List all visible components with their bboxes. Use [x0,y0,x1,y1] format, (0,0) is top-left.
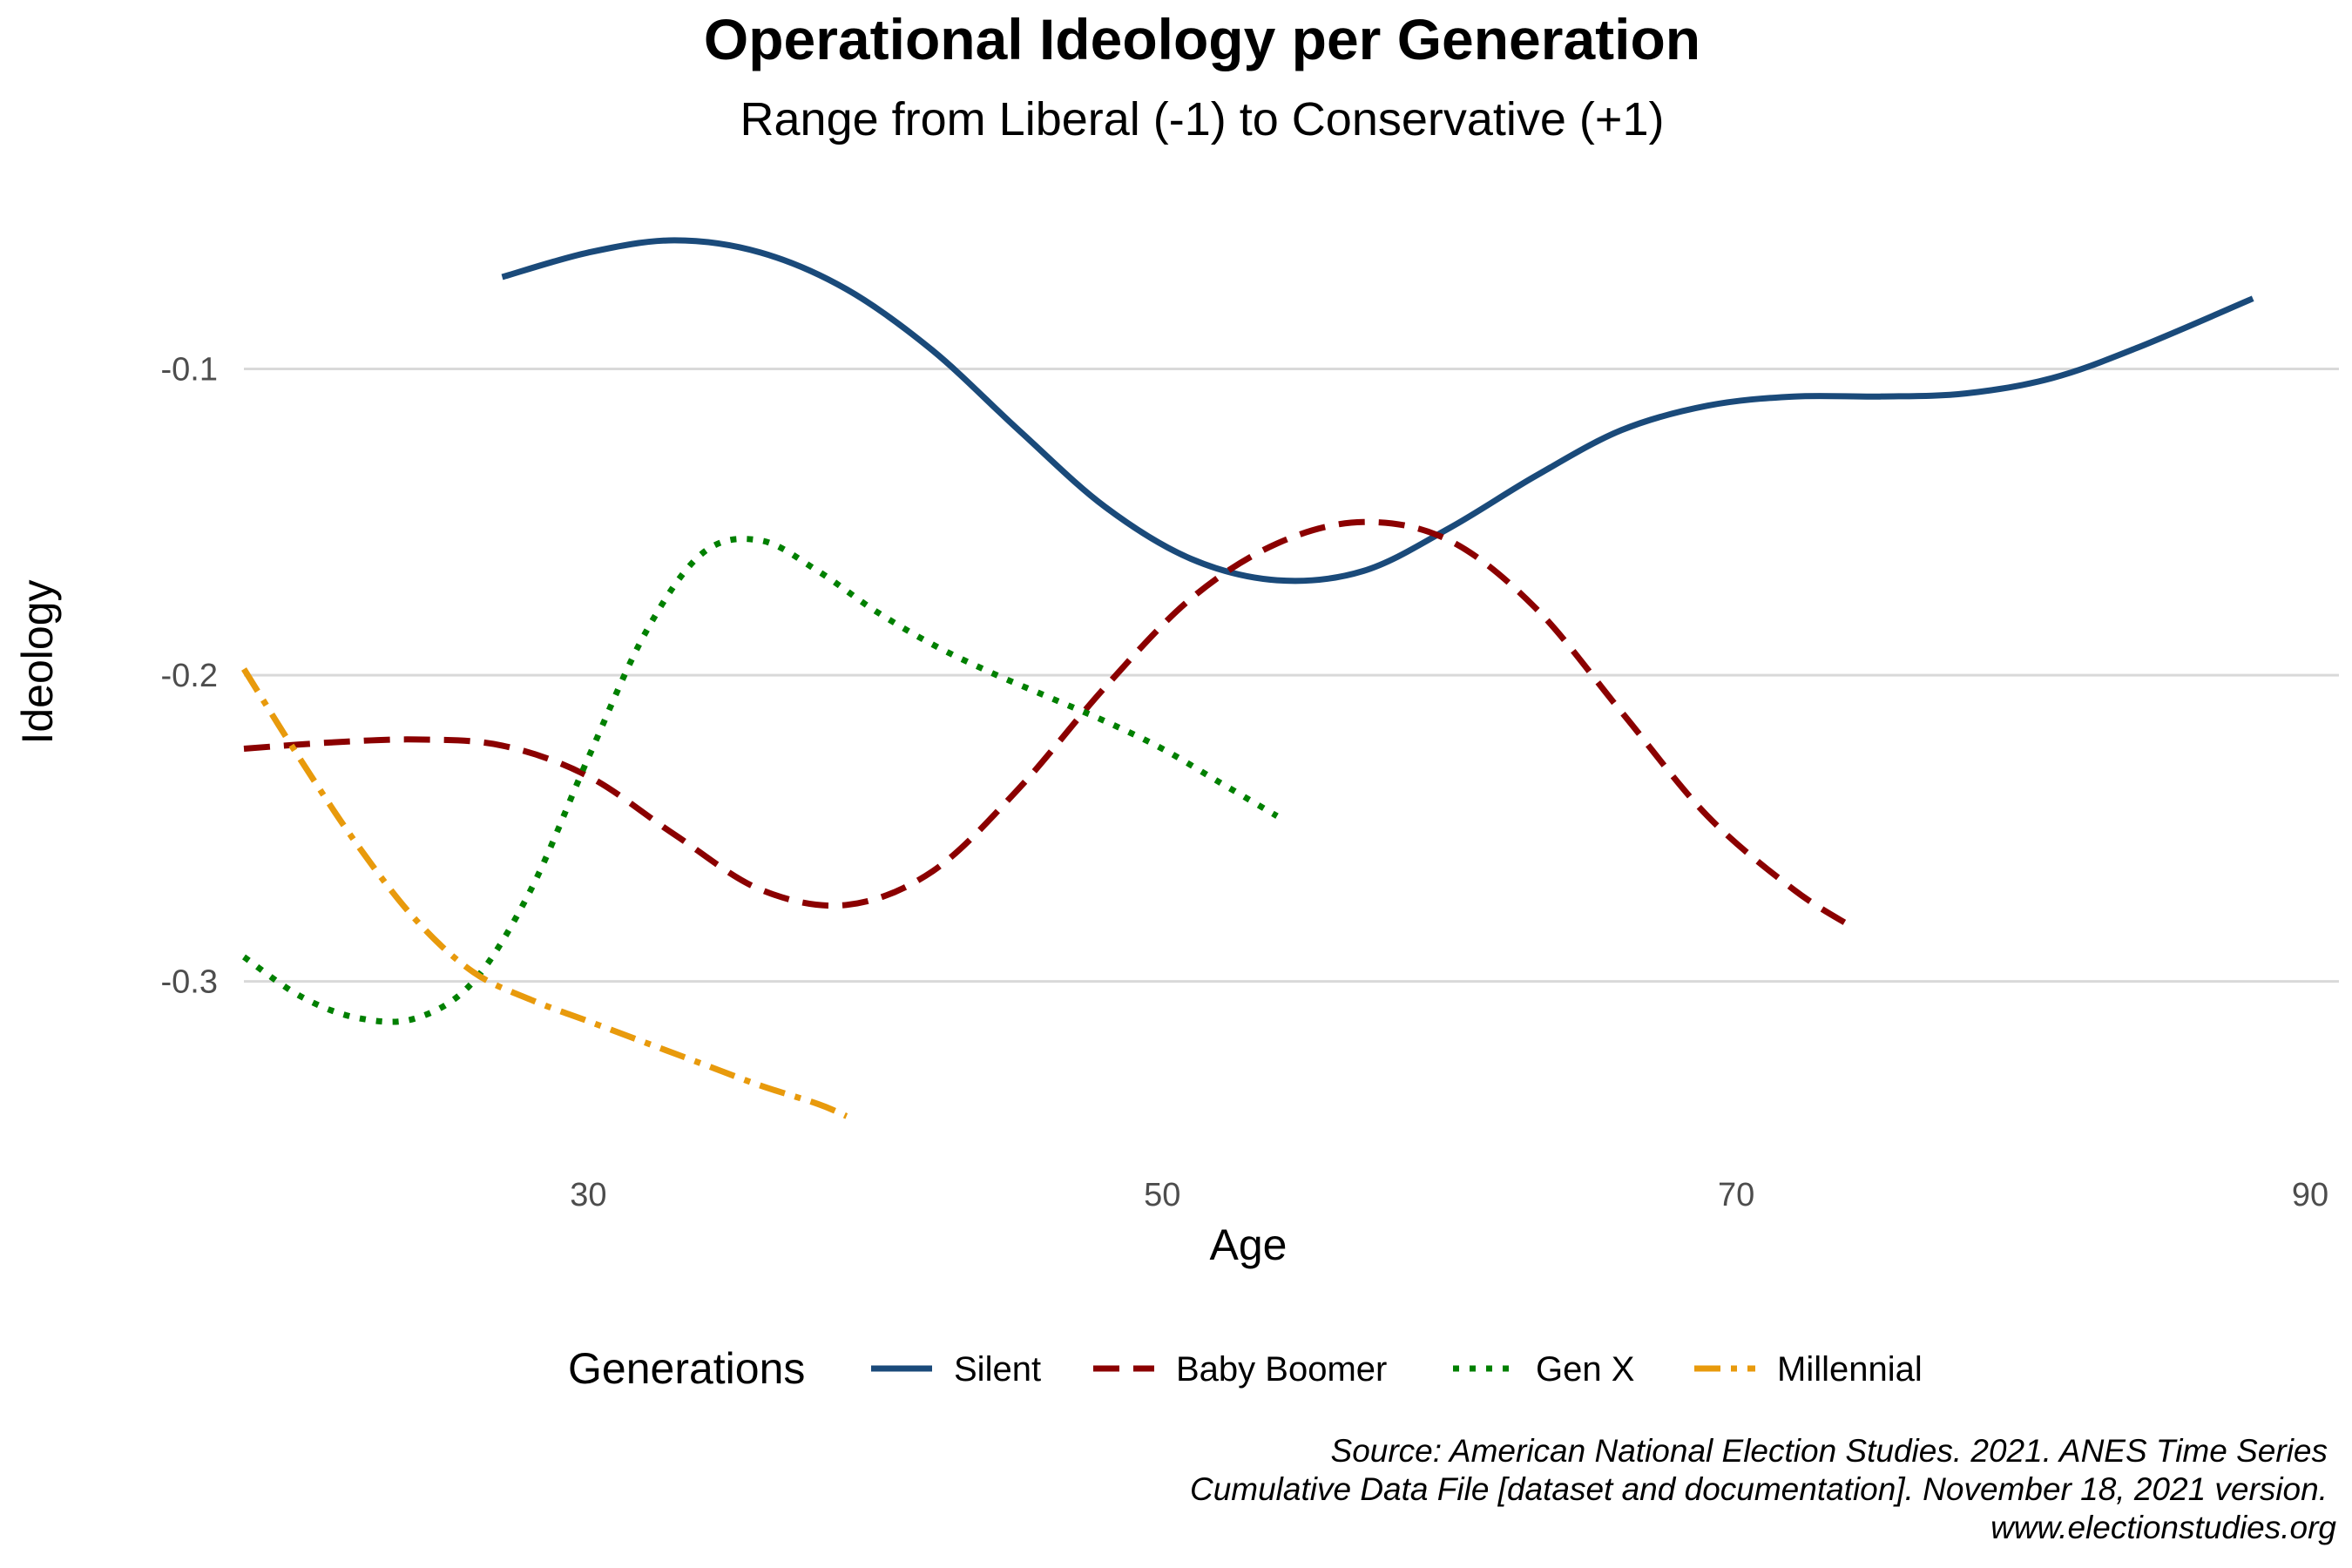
y-tick-label: -0.2 [161,658,218,694]
legend-items: Silent Baby Boomer Gen X Millennial [871,1350,1923,1389]
x-tick-label: 50 [1144,1177,1180,1213]
legend-item-baby-boomer: Baby Boomer [1093,1350,1387,1389]
legend-label: Gen X [1536,1350,1634,1389]
legend-label: Silent [954,1350,1041,1389]
y-tick-label: -0.1 [161,352,218,389]
legend-label: Baby Boomer [1176,1350,1387,1389]
x-axis-title: Age [1210,1220,1288,1269]
legend-label: Millennial [1777,1350,1923,1389]
legend: Generations Silent Baby Boomer Gen X Millen… [568,1344,1923,1393]
caption-line-1: Source: American National Election Studi… [1331,1433,2328,1469]
x-tick-label: 90 [2292,1177,2328,1213]
y-axis-ticks: -0.1 -0.2 -0.3 [161,352,218,1001]
series-line-gen-x [241,536,1279,1025]
x-tick-label: 30 [570,1177,606,1213]
series-layer [241,237,2254,1119]
legend-title: Generations [568,1344,805,1393]
caption-line-2: Cumulative Data File [dataset and docume… [1190,1471,2328,1507]
chart-title: Operational Ideology per Generation [704,7,1700,71]
legend-item-gen-x: Gen X [1453,1350,1634,1389]
grid-layer [244,368,2339,983]
x-tick-label: 70 [1718,1177,1754,1213]
x-axis-ticks: 30 50 70 90 [570,1177,2328,1213]
caption-line-3: www.electionstudies.org [1990,1510,2336,1545]
series-line-baby-boomer [243,518,1853,929]
y-axis-title: Ideology [13,579,62,744]
series-line-millennial [241,667,848,1119]
chart-subtitle: Range from Liberal (-1) to Conservative … [740,93,1665,145]
legend-item-silent: Silent [871,1350,1041,1389]
y-tick-label: -0.3 [161,964,218,1001]
legend-item-millennial: Millennial [1694,1350,1923,1389]
series-line-silent [501,237,2254,585]
